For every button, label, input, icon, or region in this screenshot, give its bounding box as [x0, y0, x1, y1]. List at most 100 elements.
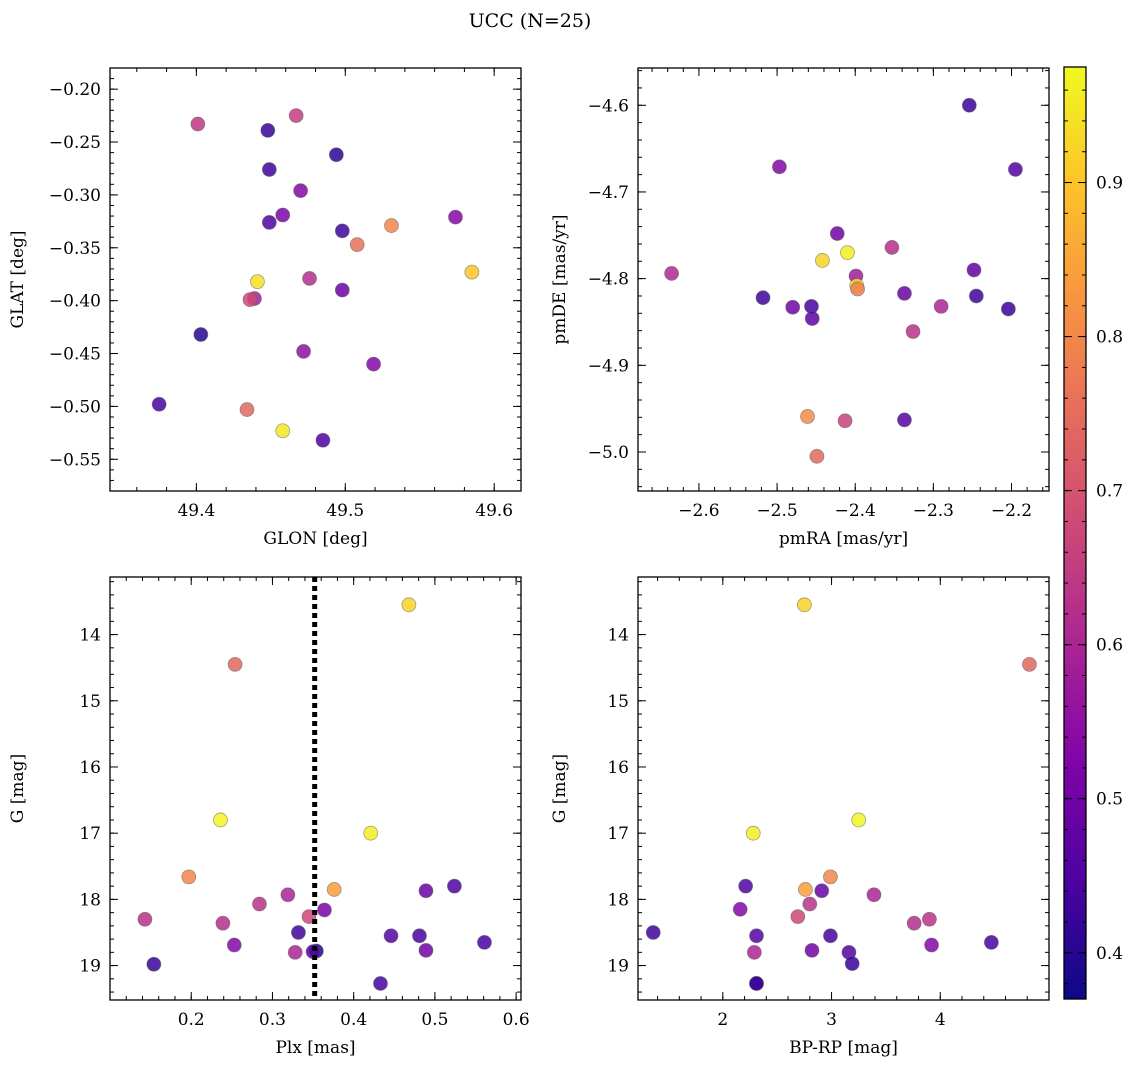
y-tick-label: 19 — [79, 957, 101, 977]
data-point — [383, 928, 399, 944]
data-point — [961, 97, 977, 113]
x-tick-label: −2.3 — [913, 501, 954, 521]
y-tick-label: 16 — [79, 758, 101, 778]
y-axis-label: GLAT [deg] — [8, 230, 28, 328]
data-point — [738, 878, 754, 894]
y-tick-label: 18 — [79, 890, 101, 910]
data-point — [280, 887, 296, 903]
x-tick-label: 0.3 — [259, 1010, 286, 1030]
data-point — [464, 264, 480, 280]
data-point — [906, 915, 922, 931]
y-tick-label: −0.40 — [49, 292, 101, 312]
data-point — [809, 448, 825, 464]
data-point — [804, 311, 820, 326]
data-points — [151, 108, 480, 448]
data-point — [802, 896, 818, 912]
data-point — [363, 825, 379, 841]
data-point — [302, 271, 317, 286]
data-point — [746, 944, 762, 960]
data-point — [645, 925, 661, 940]
data-point — [275, 207, 291, 223]
data-point — [181, 869, 197, 885]
data-point — [749, 928, 764, 944]
x-tick-label: −2.6 — [678, 501, 719, 521]
y-tick-label: −4.8 — [588, 270, 629, 290]
data-point — [151, 396, 167, 412]
data-point — [966, 262, 982, 278]
y-tick-label: 14 — [79, 626, 101, 646]
data-point — [296, 344, 311, 359]
data-point — [798, 882, 813, 897]
data-point — [401, 597, 417, 613]
data-point — [315, 432, 331, 448]
data-point — [866, 887, 882, 903]
data-point — [933, 298, 949, 314]
data-point — [1022, 656, 1037, 672]
data-point — [851, 812, 867, 828]
data-point — [373, 976, 388, 991]
data-point — [261, 162, 277, 177]
y-tick-label: 17 — [607, 824, 629, 844]
data-point — [905, 324, 921, 339]
data-point — [823, 869, 838, 885]
x-tick-label: −2.2 — [991, 501, 1032, 521]
data-point — [664, 266, 679, 281]
data-point — [349, 237, 365, 253]
data-point — [924, 937, 939, 953]
x-tick-label: 49.6 — [475, 501, 513, 521]
data-point — [412, 928, 427, 944]
data-point — [250, 274, 265, 290]
data-point — [815, 253, 830, 268]
y-tick-label: 18 — [607, 890, 629, 910]
data-point — [884, 240, 900, 255]
data-point — [448, 209, 463, 225]
y-tick-label: −4.6 — [588, 96, 629, 116]
y-axis-label: pmDE [mas/yr] — [550, 214, 570, 344]
data-point — [823, 928, 838, 944]
x-tick-label: 49.5 — [326, 501, 364, 521]
data-point — [732, 901, 748, 917]
minor-ticks — [638, 577, 1050, 1000]
figure-title: UCC (N=25) — [469, 10, 592, 32]
data-point — [227, 656, 243, 672]
data-points — [137, 597, 492, 991]
data-point — [790, 909, 806, 924]
data-point — [287, 944, 303, 960]
data-point — [796, 597, 812, 613]
data-point — [261, 214, 277, 230]
x-axis-label: GLON [deg] — [263, 529, 367, 549]
x-tick-label: −2.5 — [756, 501, 797, 521]
y-tick-label: −0.25 — [49, 133, 101, 153]
data-point — [293, 183, 309, 199]
data-point — [260, 122, 276, 138]
y-tick-label: −4.9 — [588, 356, 629, 376]
x-tick-label: 0.4 — [340, 1010, 367, 1030]
data-point — [317, 902, 332, 918]
data-point — [749, 976, 764, 991]
data-point — [446, 878, 462, 894]
y-tick-label: −4.7 — [588, 183, 629, 203]
axes-frame — [109, 67, 522, 492]
x-axis-label: BP-RP [mag] — [789, 1038, 898, 1058]
data-point — [328, 147, 344, 163]
x-tick-label: −2.4 — [835, 501, 876, 521]
data-point — [137, 911, 153, 927]
x-tick-label: 49.4 — [177, 501, 215, 521]
data-point — [921, 911, 937, 927]
data-point — [239, 402, 255, 417]
data-point — [897, 412, 912, 428]
data-point — [745, 825, 761, 841]
data-point — [840, 245, 855, 261]
data-point — [800, 409, 815, 424]
data-point — [334, 223, 350, 239]
axes-frame — [109, 576, 522, 1001]
data-point — [275, 423, 291, 439]
y-tick-label: 19 — [607, 957, 629, 977]
subplot-pmra-pmde: −2.6 −2.5 −2.4 −2.3 −2.2 −4.6 −4.7 −4.8 −4.9 −5.0… — [550, 67, 1050, 549]
data-point — [785, 299, 801, 315]
data-point — [252, 896, 267, 912]
x-tick-label: 0.5 — [421, 1010, 448, 1030]
x-tick-label: 3 — [826, 1010, 837, 1030]
x-axis-label: pmRA [mas/yr] — [779, 529, 908, 549]
data-point — [366, 356, 381, 372]
